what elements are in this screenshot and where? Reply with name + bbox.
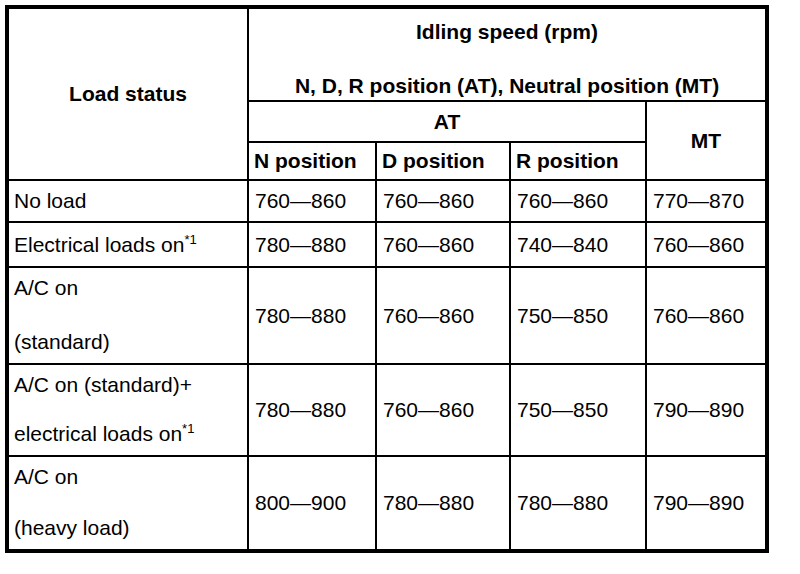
cell-value: 750—850 xyxy=(510,267,646,364)
idling-speed-header-group: Idling speed (rpm) N, D, R position (AT)… xyxy=(249,9,765,100)
cell-value: 780—880 xyxy=(248,267,376,364)
idling-speed-title: Idling speed (rpm) xyxy=(416,20,598,43)
idling-speed-table: Load status Idling speed (rpm) N, D, R p… xyxy=(5,5,769,553)
footnote-marker: *1 xyxy=(182,421,194,436)
header-n-position: N position xyxy=(248,142,376,180)
cell-value: 760—860 xyxy=(510,180,646,222)
row-label: A/C on (standard) xyxy=(7,267,248,364)
header-mt: MT xyxy=(646,101,767,180)
header-load-status: Load status xyxy=(7,7,248,180)
cell-value: 780—880 xyxy=(248,222,376,267)
cell-value: 760—860 xyxy=(376,267,510,364)
cell-value: 760—860 xyxy=(376,180,510,222)
cell-value: 750—850 xyxy=(510,364,646,456)
row-label-text: electrical loads on*1 xyxy=(14,422,247,445)
row-label: A/C on (heavy load) xyxy=(7,456,248,551)
cell-value: 760—860 xyxy=(376,364,510,456)
cell-value: 760—860 xyxy=(646,267,767,364)
row-label: A/C on (standard)+ electrical loads on*1 xyxy=(7,364,248,456)
row-label: Electrical loads on*1 xyxy=(7,222,248,267)
page: Load status Idling speed (rpm) N, D, R p… xyxy=(0,5,800,574)
row-label: No load xyxy=(7,180,248,222)
table-row-electrical-loads: Electrical loads on*1 780—880 760—860 74… xyxy=(7,222,767,267)
table-row-ac-heavy-load: A/C on (heavy load) 800—900 780—880 780—… xyxy=(7,456,767,551)
header-d-position: D position xyxy=(376,142,510,180)
row-label-text: A/C on xyxy=(14,276,247,299)
row-label-text: No load xyxy=(14,189,86,212)
row-label-text: (heavy load) xyxy=(14,516,247,539)
row-label-text: (standard) xyxy=(14,330,247,353)
cell-value: 740—840 xyxy=(510,222,646,267)
footnote-marker: *1 xyxy=(184,232,196,247)
cell-value: 780—880 xyxy=(510,456,646,551)
row-label-text: A/C on xyxy=(14,465,247,488)
cell-value: 800—900 xyxy=(248,456,376,551)
row-label-text: A/C on (standard)+ xyxy=(14,373,247,396)
header-idling-speed-cell: Idling speed (rpm) N, D, R position (AT)… xyxy=(248,7,767,101)
header-row-title: Load status Idling speed (rpm) N, D, R p… xyxy=(7,7,767,101)
table-row-ac-standard: A/C on (standard) 780—880 760—860 750—85… xyxy=(7,267,767,364)
table-row-no-load: No load 760—860 760—860 760—860 770—870 xyxy=(7,180,767,222)
cell-value: 770—870 xyxy=(646,180,767,222)
table-row-ac-standard-electrical: A/C on (standard)+ electrical loads on*1… xyxy=(7,364,767,456)
cell-value: 790—890 xyxy=(646,364,767,456)
row-label-text: Electrical loads on xyxy=(14,233,184,256)
cell-value: 780—880 xyxy=(376,456,510,551)
idling-speed-subtitle: N, D, R position (AT), Neutral position … xyxy=(295,74,719,97)
row-label-group: A/C on (standard) xyxy=(9,269,247,362)
header-r-position: R position xyxy=(510,142,646,180)
cell-value: 760—860 xyxy=(376,222,510,267)
row-label-group: A/C on (standard)+ electrical loads on*1 xyxy=(9,366,247,454)
row-label-text-inner: electrical loads on xyxy=(14,422,182,445)
header-at: AT xyxy=(248,101,646,142)
cell-value: 790—890 xyxy=(646,456,767,551)
cell-value: 780—880 xyxy=(248,364,376,456)
cell-value: 760—860 xyxy=(248,180,376,222)
cell-value: 760—860 xyxy=(646,222,767,267)
row-label-group: A/C on (heavy load) xyxy=(9,458,247,549)
